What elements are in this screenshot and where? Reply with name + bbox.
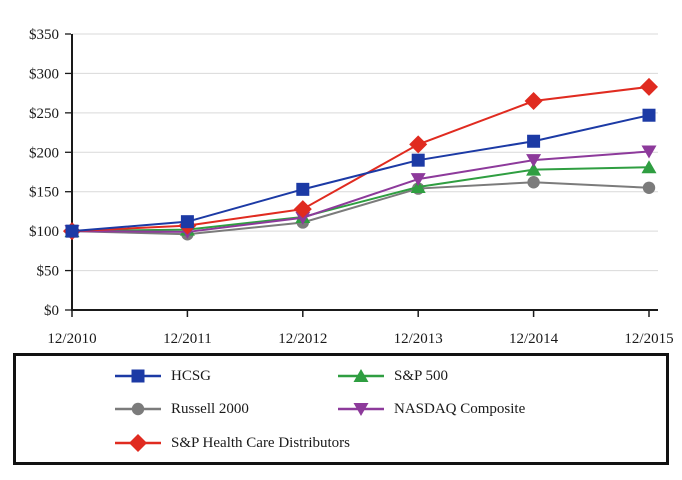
svg-text:12/2014: 12/2014 — [509, 331, 559, 347]
svg-text:$350: $350 — [29, 27, 59, 43]
svg-text:12/2015: 12/2015 — [624, 331, 673, 347]
legend-item-hcsg: HCSG — [115, 367, 211, 385]
legend-label-sp500: S&P 500 — [394, 368, 449, 384]
svg-text:12/2012: 12/2012 — [278, 331, 327, 347]
svg-text:$0: $0 — [44, 303, 59, 319]
legend-label-hcsg: HCSG — [171, 368, 212, 384]
russell-2000-series-marker-icon — [115, 402, 161, 416]
svg-text:12/2011: 12/2011 — [163, 331, 212, 347]
svg-text:$300: $300 — [29, 66, 59, 82]
legend-label-russell-2000: Russell 2000 — [171, 401, 249, 417]
legend-box: HCSG S&P 500 Russell 2000 NASDAQ Composi… — [13, 353, 669, 465]
legend-label-nasdaq-composite: NASDAQ Composite — [394, 401, 526, 417]
svg-text:$50: $50 — [37, 264, 60, 280]
sp-health-care-distributors-series-marker-icon — [115, 434, 161, 452]
nasdaq-composite-series-marker-icon — [338, 403, 384, 416]
legend-item-nasdaq-composite: NASDAQ Composite — [338, 400, 525, 418]
svg-text:12/2013: 12/2013 — [394, 331, 443, 347]
svg-text:$100: $100 — [29, 224, 59, 240]
svg-text:$250: $250 — [29, 106, 59, 122]
sp500-series-marker-icon — [338, 369, 384, 382]
hcsg-series-marker-icon — [115, 369, 161, 383]
svg-text:$200: $200 — [29, 145, 59, 161]
svg-text:12/2010: 12/2010 — [47, 331, 96, 347]
legend-label-sp-health-care-distributors: S&P Health Care Distributors — [171, 435, 351, 451]
legend-item-sp-health-care-distributors: S&P Health Care Distributors — [115, 434, 350, 452]
svg-text:$150: $150 — [29, 185, 59, 201]
cumulative-total-return-chart: $0 $50 $100 $150 $200 $250 $300 $350 12/2010 12/2… — [29, 27, 674, 347]
legend-item-sp500: S&P 500 — [338, 367, 448, 385]
legend-item-russell-2000: Russell 2000 — [115, 400, 249, 418]
